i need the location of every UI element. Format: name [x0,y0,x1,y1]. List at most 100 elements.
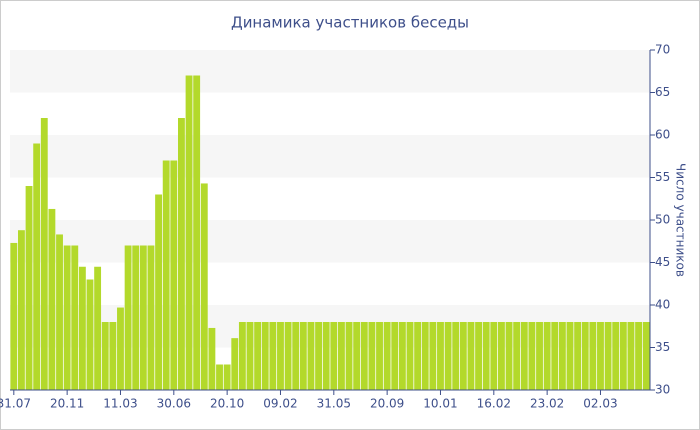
bar [78,266,86,390]
y-tick-label: 45 [655,255,670,269]
y-tick-label: 65 [655,85,670,99]
bar [40,118,48,390]
bar [421,322,429,390]
bar [269,322,277,390]
bar [558,322,566,390]
bar [246,322,254,390]
bar [170,160,178,390]
bar [566,322,574,390]
bar [338,322,345,390]
bar [536,322,543,390]
bar [635,322,642,390]
bar [589,322,597,390]
bar [376,322,383,390]
y-tick-label: 70 [655,43,670,57]
bar [292,322,300,390]
bar [627,322,635,390]
bar [543,322,551,390]
bar [109,322,117,390]
bar [155,194,162,390]
bar [71,245,79,390]
bar [238,322,246,390]
bar [551,322,559,390]
bar [216,364,223,390]
x-tick-label: 20.09 [370,397,404,411]
bar [429,322,437,390]
bar [223,364,231,390]
bar [604,322,612,390]
bar [208,327,216,390]
bar [330,322,338,390]
x-tick-label: 20.10 [210,397,244,411]
bar [132,245,140,390]
bar [86,279,94,390]
bar [353,322,361,390]
bar [284,322,292,390]
bar [307,322,315,390]
bar [117,307,124,390]
bar [322,322,330,390]
bar [33,143,41,390]
grid-band [10,135,650,178]
bar [391,322,399,390]
y-tick-label: 40 [655,298,670,312]
bar [185,75,193,390]
bar [18,230,25,390]
bar [124,245,132,390]
y-tick-label: 55 [655,170,670,184]
bar [642,322,650,390]
bar [398,322,406,390]
bar [452,322,460,390]
chart-title: Динамика участников беседы [231,14,469,32]
bar [10,242,18,390]
x-tick-label: 20.11 [50,397,84,411]
bar [475,322,482,390]
bar [56,234,63,390]
x-tick-label: 02.03 [583,397,617,411]
bar [490,322,498,390]
y-tick-label: 30 [655,383,670,397]
bar [254,322,262,390]
x-tick-label: 23.02 [530,397,564,411]
x-tick-label: 11.03 [103,397,137,411]
bar [25,186,33,390]
x-tick-label: 16.02 [477,397,511,411]
x-tick-label: 10.01 [423,397,457,411]
bar [414,322,422,390]
bar [574,322,582,390]
y-tick-label: 60 [655,128,670,142]
bar [101,322,109,390]
bar [147,245,155,390]
y-axis-title: Число участников [674,163,688,277]
bar [513,322,521,390]
bar [345,322,353,390]
bar [193,75,201,390]
bar [444,322,452,390]
y-tick-label: 50 [655,213,670,227]
x-tick-label: 31.05 [317,397,351,411]
y-tick-label: 35 [655,340,670,354]
bar [383,322,391,390]
bar [437,322,444,390]
grid-band [10,220,650,263]
bar [162,160,170,390]
bar [505,322,513,390]
grid-band [10,50,650,93]
bar [315,322,322,390]
bar [528,322,536,390]
x-tick-label: 09.02 [263,397,297,411]
bar [48,208,56,390]
bar [520,322,528,390]
bar [467,322,475,390]
bar [581,322,589,390]
bar [277,322,284,390]
bar [368,322,376,390]
bar [94,266,102,390]
bar [612,322,620,390]
bar [178,118,185,390]
bar [459,322,467,390]
bar [597,322,604,390]
bar [261,322,269,390]
bar [482,322,490,390]
